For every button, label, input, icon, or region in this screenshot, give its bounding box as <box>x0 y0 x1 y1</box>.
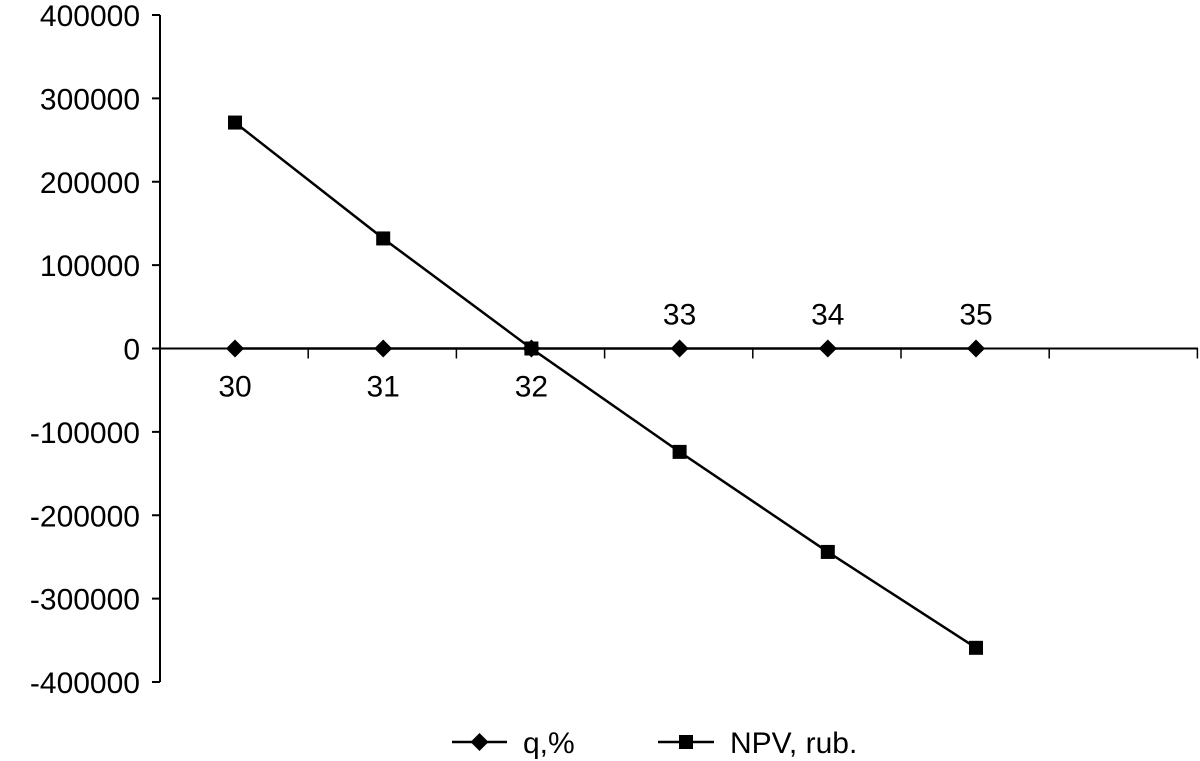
data-point <box>226 339 244 358</box>
data-point <box>670 339 689 358</box>
data-point <box>228 115 242 130</box>
data-point <box>969 640 983 655</box>
y-tick-label: 200000 <box>40 167 140 200</box>
x-axis-category-labels: 30 31 32 33 34 35 <box>218 299 992 404</box>
series-layer <box>226 115 985 655</box>
legend-item: q,% <box>452 727 575 760</box>
data-point <box>524 341 539 356</box>
y-tick-label: -300000 <box>30 584 140 617</box>
y-tick-label: 0 <box>123 334 140 367</box>
y-tick-label: -100000 <box>30 417 140 450</box>
data-point <box>818 339 837 358</box>
legend-label: q,% <box>523 727 575 760</box>
y-axis-tick-labels: 400000 300000 200000 100000 0 -100000 -200000 -… <box>30 0 140 700</box>
data-point <box>376 231 391 246</box>
data-point <box>820 544 835 559</box>
legend-label: NPV, rub. <box>730 727 857 760</box>
series-line <box>234 121 977 649</box>
y-tick-label: 400000 <box>40 0 140 33</box>
data-point <box>967 339 985 358</box>
x-category-label: 34 <box>811 299 844 332</box>
x-category-label: 30 <box>218 371 251 404</box>
y-tick-label: 100000 <box>40 250 140 283</box>
legend-marker <box>470 733 489 751</box>
x-category-label: 33 <box>663 299 696 332</box>
series-1 <box>226 339 985 358</box>
x-category-label: 32 <box>515 371 548 404</box>
y-tick-label: 300000 <box>40 83 140 116</box>
legend-item: NPV, rub. <box>658 727 857 760</box>
data-point <box>374 339 393 358</box>
legend-marker <box>679 735 693 749</box>
series-2 <box>228 115 983 655</box>
y-tick-label: -200000 <box>30 500 140 533</box>
legend: q,% NPV, rub. <box>452 727 857 760</box>
x-category-label: 31 <box>367 371 400 404</box>
x-category-label: 35 <box>959 299 992 332</box>
data-point <box>672 444 687 459</box>
y-tick-label: -400000 <box>30 667 140 700</box>
